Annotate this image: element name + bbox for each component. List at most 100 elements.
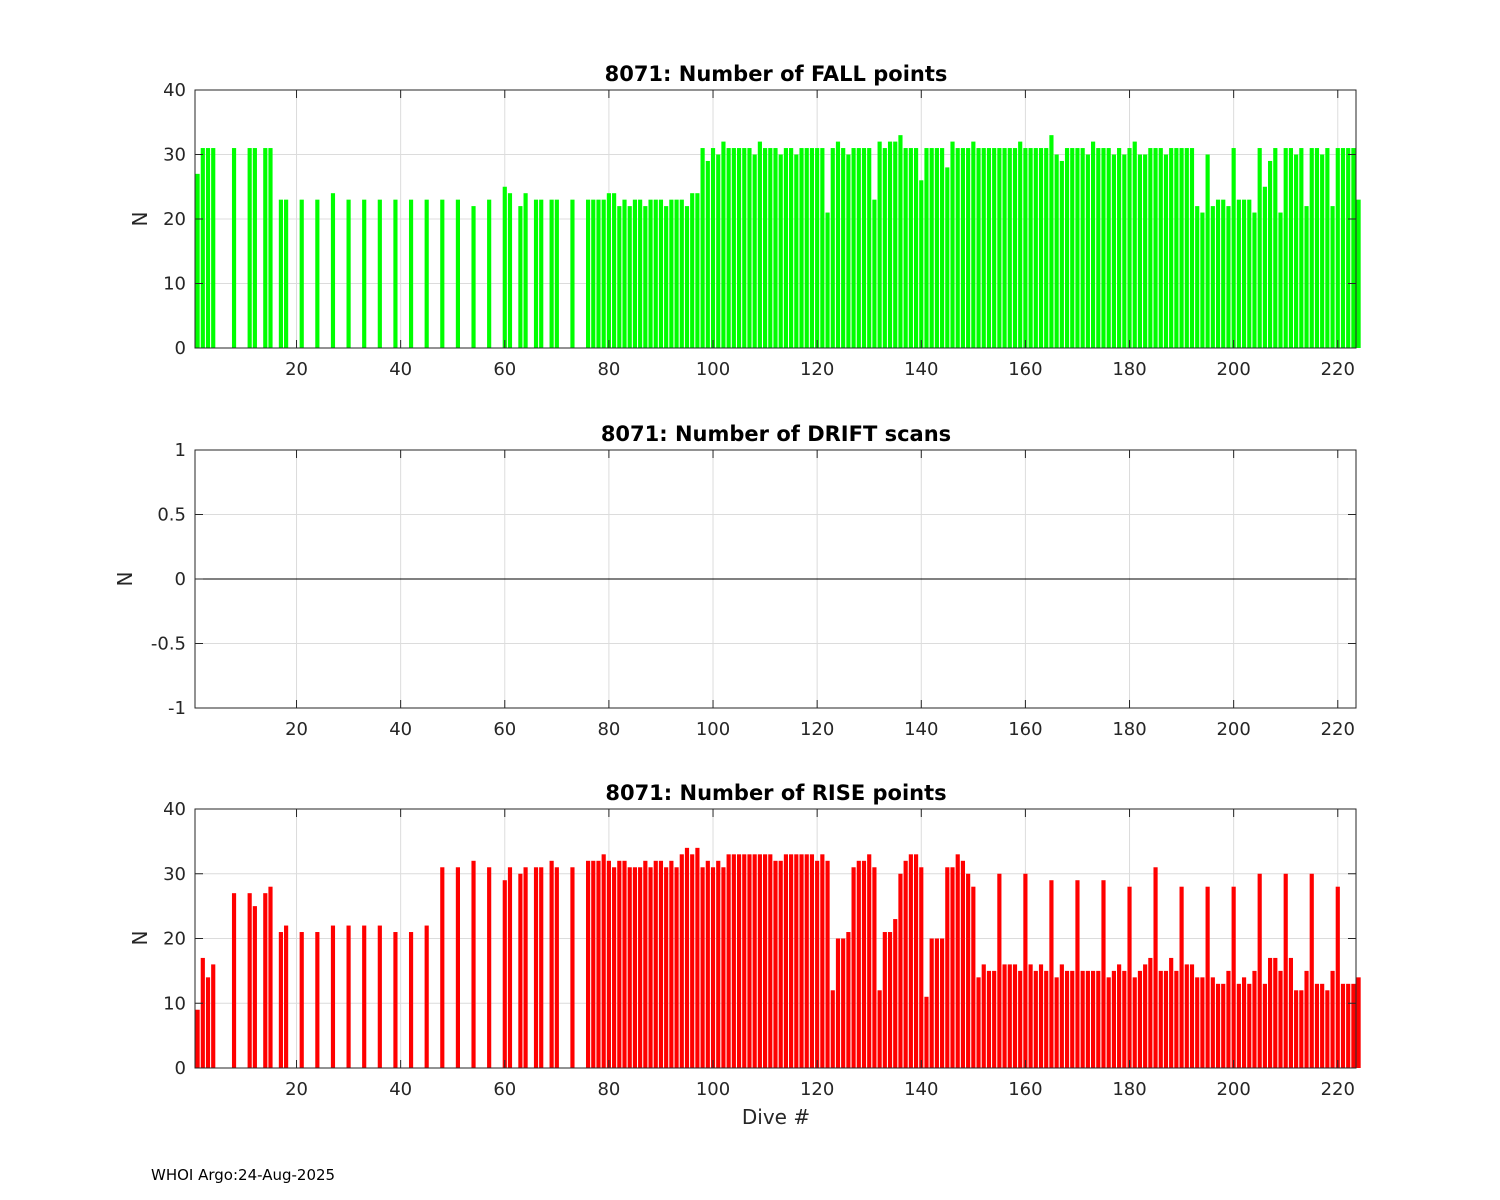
bar (960, 148, 966, 348)
bar (268, 148, 273, 348)
y-tick-label: 10 (163, 274, 186, 295)
chart-title: 8071: Number of DRIFT scans (601, 422, 951, 446)
bar (1247, 983, 1252, 1068)
bar (809, 854, 815, 1068)
bar (851, 148, 856, 348)
bar (658, 199, 664, 348)
bar (1143, 154, 1148, 348)
bar (1148, 148, 1153, 348)
bar (315, 199, 320, 348)
y-tick-label: 10 (163, 993, 186, 1014)
bar (1044, 148, 1049, 348)
bar (768, 148, 773, 348)
bar (695, 193, 700, 348)
bar (950, 141, 955, 348)
bar (1018, 970, 1023, 1068)
bar (940, 938, 945, 1068)
x-tick-label: 120 (800, 1079, 834, 1100)
bar (440, 199, 445, 348)
bar (986, 970, 992, 1068)
bar (1137, 970, 1143, 1068)
bar (763, 148, 768, 348)
bar (669, 860, 674, 1068)
bar (757, 141, 762, 348)
x-tick-label: 40 (389, 719, 412, 740)
bar (1257, 873, 1262, 1068)
bar (502, 880, 507, 1068)
bar (893, 919, 898, 1068)
bar (763, 854, 768, 1068)
bar (1044, 970, 1049, 1068)
bar (205, 977, 211, 1068)
x-tick-label: 60 (493, 359, 516, 380)
bar (1085, 154, 1090, 348)
bar (1195, 977, 1200, 1068)
bar (1002, 148, 1007, 348)
bar (570, 867, 575, 1068)
bar (653, 199, 658, 348)
bar (408, 932, 414, 1068)
x-tick-label: 40 (389, 359, 412, 380)
bar (846, 932, 851, 1068)
x-tick-label: 200 (1216, 1079, 1250, 1100)
bar (424, 925, 429, 1068)
bar (1028, 148, 1033, 348)
bar (455, 867, 460, 1068)
bar (929, 148, 934, 348)
bar (1184, 148, 1189, 348)
bar (893, 141, 898, 348)
bar (1091, 970, 1096, 1068)
bar (455, 199, 460, 348)
bar (1085, 970, 1090, 1068)
bar (268, 886, 273, 1068)
bar (976, 977, 981, 1068)
y-tick-label: -0.5 (151, 634, 186, 655)
x-tick-label: 120 (800, 719, 834, 740)
bar (601, 199, 606, 348)
bar (1064, 970, 1070, 1068)
bar (1325, 148, 1330, 348)
y-tick-label: 1 (175, 440, 186, 461)
bar (664, 867, 669, 1068)
bar (315, 932, 320, 1068)
bar (1346, 148, 1351, 348)
bar (627, 867, 632, 1068)
bar (856, 148, 861, 348)
bar (1221, 983, 1226, 1068)
y-tick-label: 0.5 (157, 505, 186, 526)
bar (1288, 148, 1294, 348)
bar (1330, 206, 1335, 348)
bar (1283, 148, 1288, 348)
bar (867, 854, 872, 1068)
bar (393, 199, 398, 348)
bar (1038, 148, 1044, 348)
bar (1257, 148, 1262, 348)
bar (789, 854, 794, 1068)
x-tick-label: 100 (696, 1079, 730, 1100)
bar (731, 854, 736, 1068)
bar (898, 135, 903, 348)
bar (1153, 867, 1158, 1068)
y-axis-label: N (128, 212, 152, 227)
bar (632, 867, 638, 1068)
bar (1033, 148, 1038, 348)
bar (606, 860, 611, 1068)
bar (934, 938, 939, 1068)
x-tick-label: 180 (1112, 359, 1146, 380)
bar (716, 154, 721, 348)
bar (908, 148, 913, 348)
y-tick-label: 20 (163, 929, 186, 950)
bar (1122, 154, 1127, 348)
bar (424, 199, 429, 348)
bar (684, 206, 690, 348)
bar (981, 148, 986, 348)
chart-title: 8071: Number of RISE points (605, 781, 946, 805)
bar (1231, 886, 1236, 1068)
bar (533, 199, 539, 348)
bar (1325, 990, 1330, 1068)
x-tick-label: 160 (1008, 719, 1042, 740)
x-tick-label: 60 (493, 1079, 516, 1100)
bar (945, 867, 950, 1068)
bar (299, 199, 304, 348)
